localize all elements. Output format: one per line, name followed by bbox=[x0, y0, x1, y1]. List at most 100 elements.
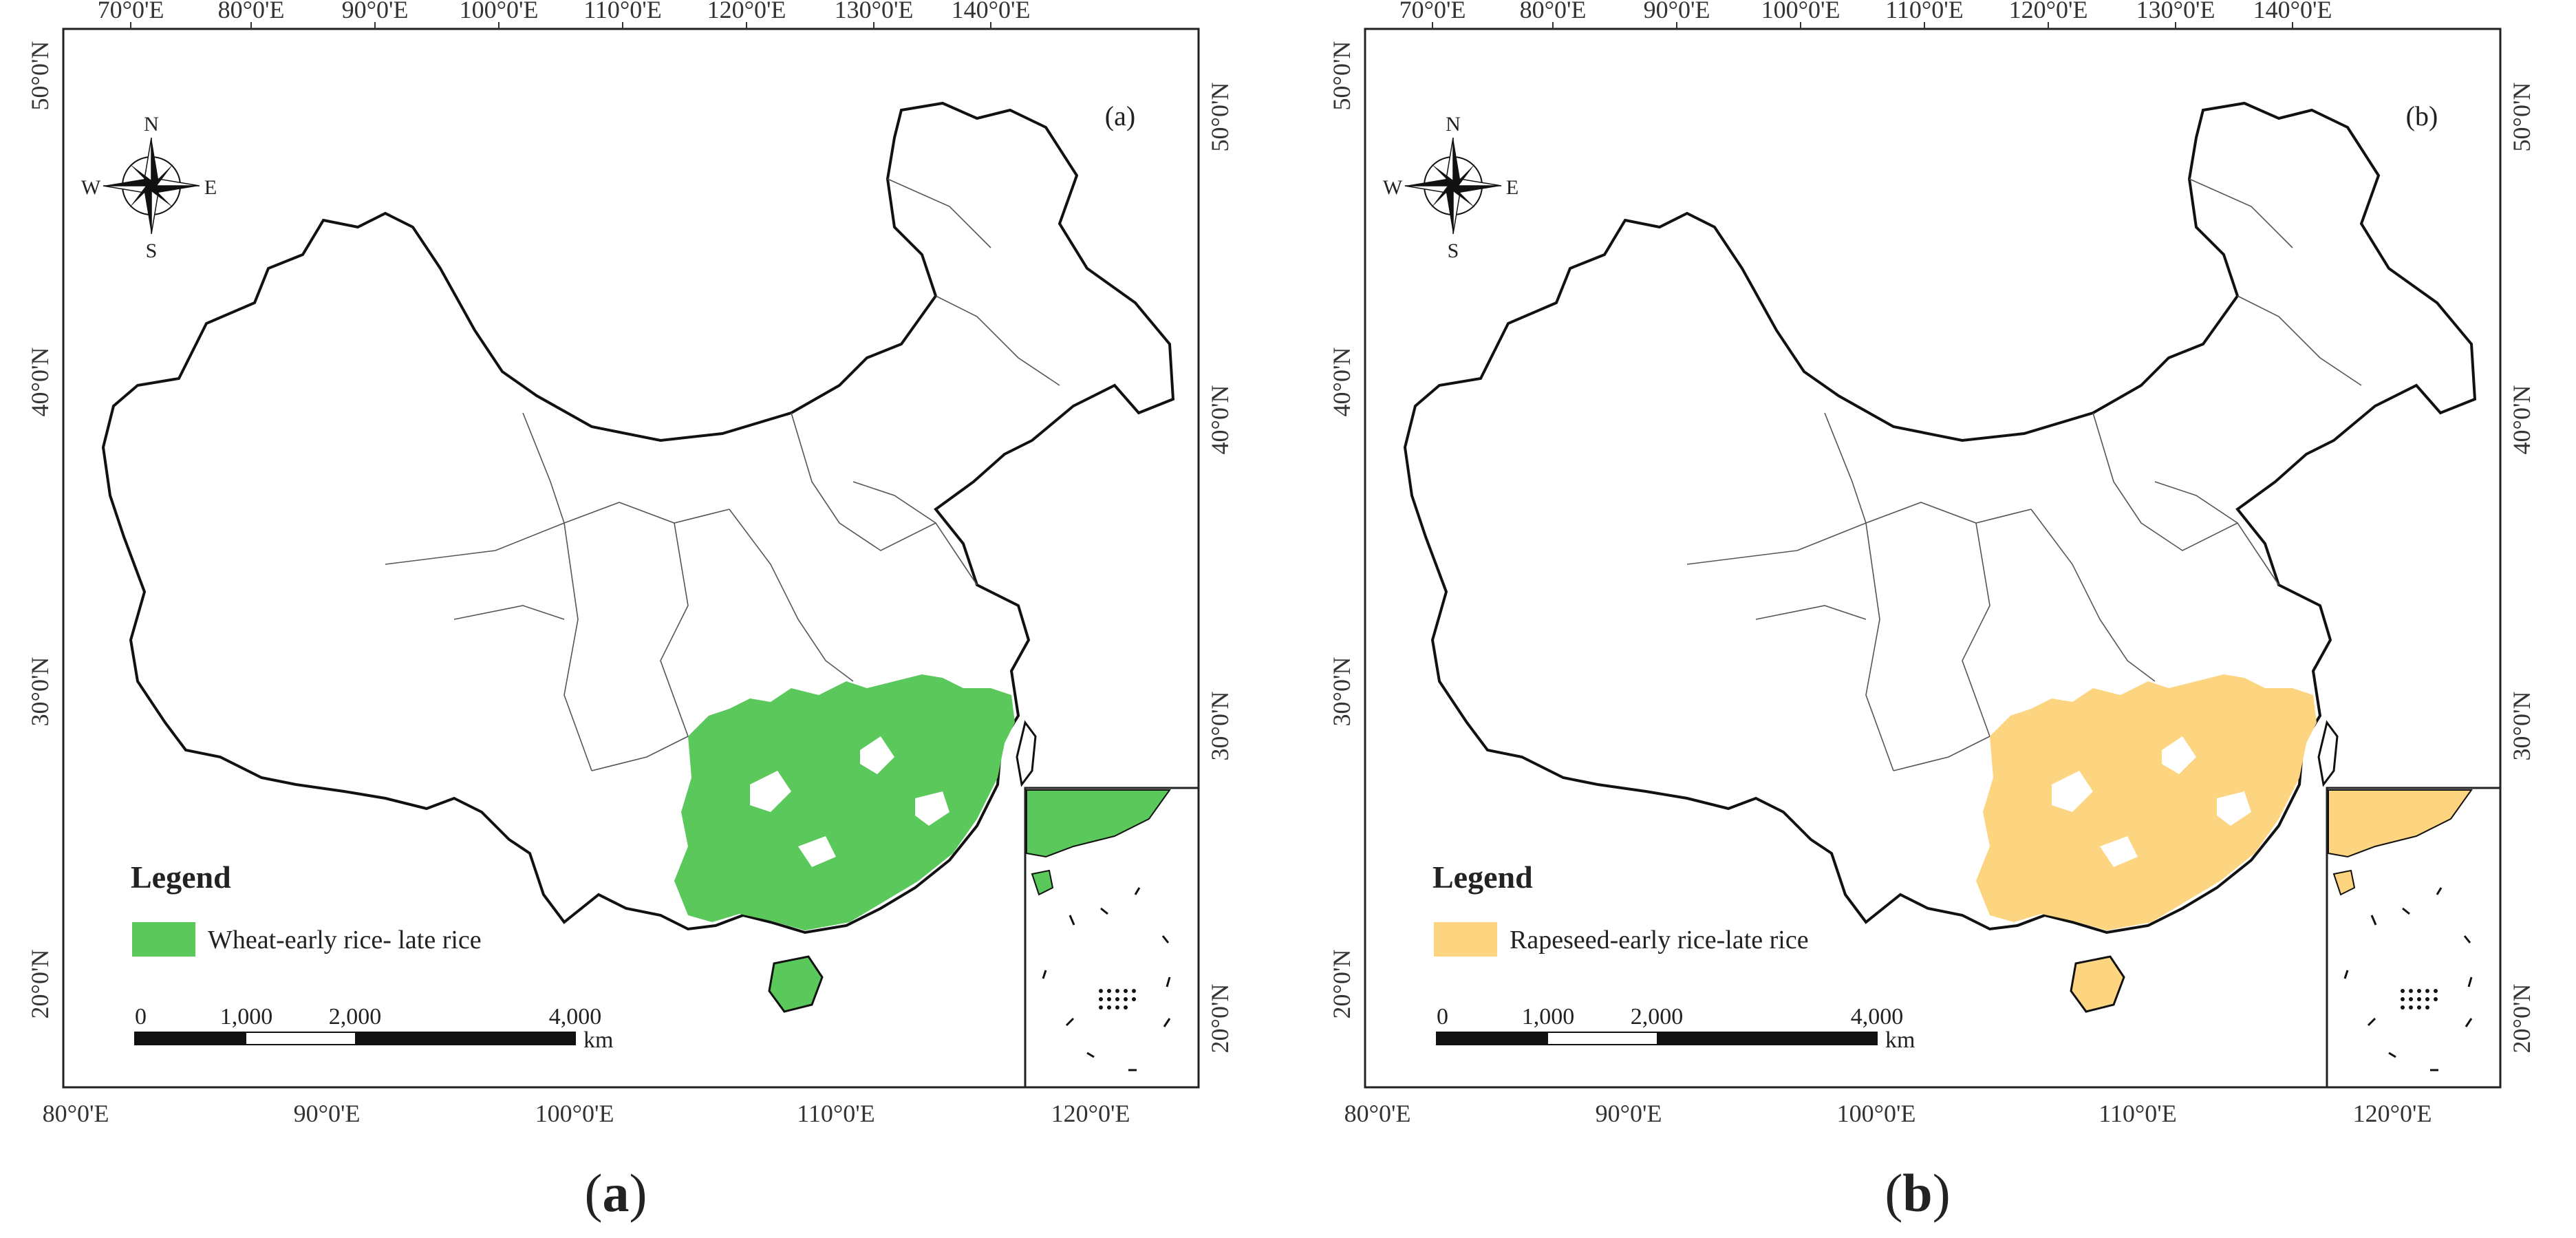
right-tick-label: 20°0'N bbox=[2508, 984, 2535, 1054]
right-tick-label: 50°0'N bbox=[2508, 83, 2535, 152]
island-dot bbox=[1099, 1005, 1103, 1010]
island-dot bbox=[1099, 997, 1103, 1001]
top-tick-label: 80°0'E bbox=[218, 0, 285, 23]
top-tick-label: 100°0'E bbox=[460, 0, 539, 23]
right-tick-label: 20°0'N bbox=[1206, 984, 1234, 1054]
province-boundary bbox=[729, 509, 854, 682]
scale-bar-label: 4,000 bbox=[1851, 1004, 1904, 1029]
nine-dash-segment bbox=[2467, 976, 2473, 988]
left-tick-label: 50°0'N bbox=[26, 41, 54, 111]
bottom-tick-label: 90°0'E bbox=[294, 1100, 361, 1127]
province-boundary bbox=[2237, 295, 2362, 386]
bottom-tick-label: 110°0'E bbox=[797, 1100, 875, 1127]
compass-point bbox=[1453, 186, 1501, 193]
bottom-tick-label: 80°0'E bbox=[43, 1100, 109, 1127]
left-tick-label: 30°0'N bbox=[1328, 657, 1355, 727]
island-dot bbox=[2434, 989, 2438, 993]
nine-dash-segment bbox=[1065, 1017, 1075, 1027]
compass-point bbox=[151, 186, 200, 193]
legend-title: Legend bbox=[1432, 860, 1533, 895]
province-boundary bbox=[591, 736, 689, 771]
top-tick-label: 130°0'E bbox=[2136, 0, 2215, 23]
bottom-tick-label: 90°0'E bbox=[1596, 1100, 1662, 1127]
panel-caption: (a) bbox=[585, 1163, 647, 1223]
south-china-sea-inset bbox=[2326, 787, 2502, 1089]
island-dot bbox=[2409, 989, 2413, 993]
left-tick-label: 50°0'N bbox=[1328, 41, 1355, 111]
nine-dash-segment bbox=[2465, 1018, 2473, 1027]
inset-hainan bbox=[2332, 869, 2356, 896]
compass-west-label: W bbox=[1383, 176, 1403, 199]
left-tick-label: 30°0'N bbox=[26, 657, 54, 727]
compass-north-label: N bbox=[1446, 113, 1461, 136]
map-panel-b: 70°0'E 80°0'E 90°0'E 100°0'E 110°0'E 120°0'E 1… bbox=[1328, 0, 2535, 1223]
scale-bar-label: 1,000 bbox=[220, 1004, 273, 1029]
scale-bar-segment bbox=[135, 1032, 246, 1045]
island-dot bbox=[2401, 997, 2405, 1001]
compass-point bbox=[103, 179, 151, 186]
legend-swatch bbox=[1434, 922, 1497, 957]
legend-title: Legend bbox=[131, 860, 231, 895]
left-tick-label: 20°0'N bbox=[1328, 950, 1355, 1019]
island-dot bbox=[2425, 989, 2429, 993]
island-dot bbox=[1124, 989, 1128, 993]
island-dot bbox=[2417, 997, 2421, 1001]
island-dot bbox=[2417, 989, 2421, 993]
nine-dash-segment bbox=[1163, 1018, 1171, 1027]
nine-dash-segment bbox=[2402, 907, 2410, 915]
island-dot bbox=[1115, 1005, 1119, 1010]
inset-hainan bbox=[1031, 869, 1054, 896]
province-boundary bbox=[453, 605, 565, 620]
island-dot bbox=[1132, 997, 1136, 1001]
nine-dash-segment bbox=[1166, 976, 1171, 988]
bottom-tick-label: 80°0'E bbox=[1344, 1100, 1411, 1127]
panel-label: (b) bbox=[2406, 100, 2438, 131]
inset-crop-region bbox=[2328, 789, 2473, 858]
left-tick-label: 20°0'N bbox=[26, 950, 54, 1019]
top-tick-label: 120°0'E bbox=[707, 0, 786, 23]
compass-point bbox=[144, 186, 151, 234]
island-dot bbox=[1124, 997, 1128, 1001]
map-panel-a: 70°0'E 80°0'E 90°0'E 100°0'E 110°0'E 120°0'E 1… bbox=[26, 0, 1234, 1223]
island-dot bbox=[1107, 1005, 1111, 1010]
nine-dash-segment bbox=[2388, 1052, 2396, 1058]
island-dot bbox=[2401, 989, 2405, 993]
nine-dash-segment bbox=[1069, 915, 1075, 926]
panel-caption: (b) bbox=[1885, 1163, 1950, 1223]
compass-point bbox=[1446, 186, 1453, 234]
province-boundary bbox=[522, 412, 592, 771]
top-tick-label: 120°0'E bbox=[2009, 0, 2088, 23]
nine-dash-segment bbox=[2343, 970, 2349, 979]
scale-bar-label: 0 bbox=[135, 1004, 147, 1029]
scale-bar-label: 2,000 bbox=[1631, 1004, 1684, 1029]
south-china-sea-inset bbox=[1024, 787, 1200, 1089]
province-boundary bbox=[660, 522, 689, 737]
nine-dash-segment bbox=[1161, 935, 1170, 943]
right-tick-label: 30°0'N bbox=[1206, 692, 1234, 761]
compass-point bbox=[1453, 138, 1460, 186]
province-boundary bbox=[2189, 178, 2293, 248]
province-boundary bbox=[1962, 522, 1990, 737]
top-tick-label: 70°0'E bbox=[98, 0, 164, 23]
island-dot bbox=[1107, 989, 1111, 993]
top-tick-label: 130°0'E bbox=[835, 0, 914, 23]
province-boundary bbox=[2030, 509, 2156, 682]
bottom-tick-label: 120°0'E bbox=[2353, 1100, 2432, 1127]
compass-point bbox=[129, 164, 173, 208]
left-tick-label: 40°0'N bbox=[26, 348, 54, 417]
bottom-tick-label: 100°0'E bbox=[535, 1100, 614, 1127]
island-dot bbox=[1107, 997, 1111, 1001]
scale-bar-segment bbox=[1657, 1032, 1877, 1045]
island-dot bbox=[1115, 997, 1119, 1001]
province-boundary bbox=[791, 412, 936, 551]
compass-rose: N S E W bbox=[81, 113, 217, 262]
top-tick-label: 80°0'E bbox=[1520, 0, 1587, 23]
top-tick-label: 90°0'E bbox=[1644, 0, 1710, 23]
nine-dash-segment bbox=[2367, 1017, 2376, 1027]
nine-dash-segment bbox=[1134, 887, 1141, 895]
province-boundary bbox=[935, 295, 1060, 386]
scale-bar-label: 0 bbox=[1437, 1004, 1448, 1029]
island-dot bbox=[1115, 989, 1119, 993]
province-boundary bbox=[852, 481, 978, 586]
